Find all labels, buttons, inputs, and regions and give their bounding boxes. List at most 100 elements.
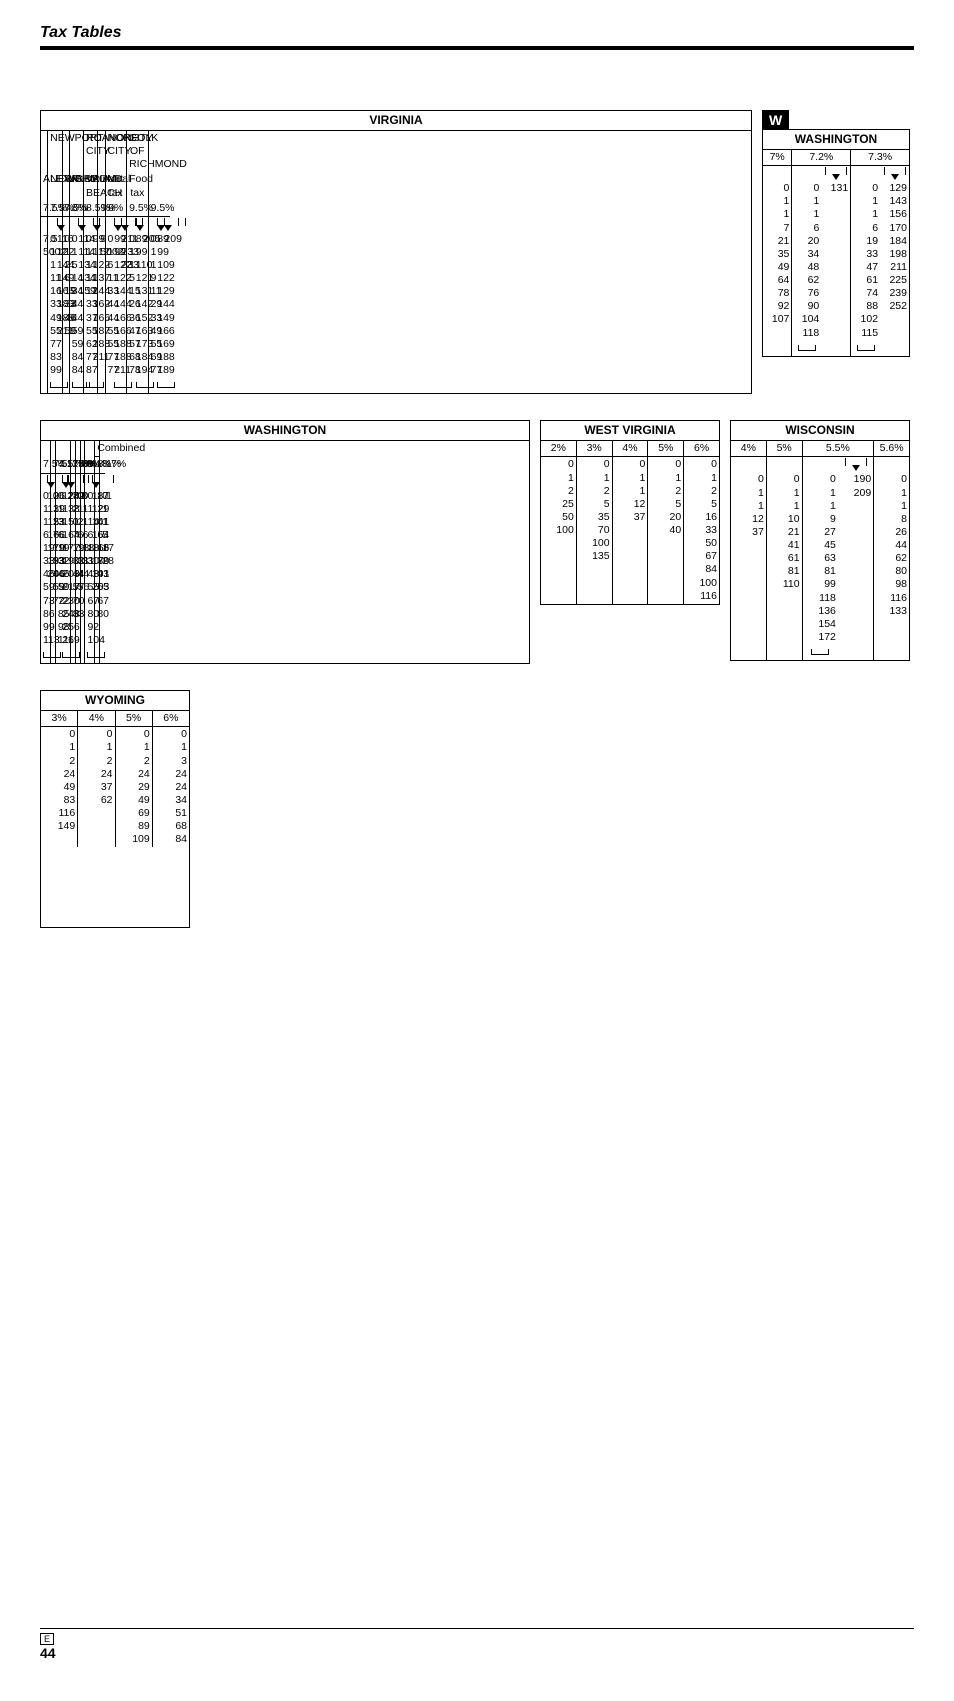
arrow [851, 166, 880, 182]
wyoming-table: WYOMING 3% 4% 5% 6% 0 1 2 24 49 83 116 1… [40, 690, 190, 928]
pct: 5.6% [874, 441, 910, 457]
pct: 5% [648, 441, 684, 457]
arrow [141, 216, 148, 232]
arrow [65, 473, 70, 489]
pct: 5% [115, 711, 152, 727]
data-col: 190 209 [838, 472, 874, 645]
pct: 3% [576, 441, 612, 457]
arrow [76, 216, 83, 232]
col-hdr: NEWPORT [48, 131, 62, 173]
virginia-title: VIRGINIA [41, 111, 752, 131]
bracket [48, 378, 55, 394]
arrow [731, 457, 767, 473]
data-col: 0 1 1 8 26 44 62 80 98 116 133 [874, 472, 910, 645]
pct: 7.5% [41, 457, 51, 473]
arrow [821, 166, 850, 182]
arrow [880, 166, 909, 182]
footer-rule [40, 1628, 914, 1629]
padding [41, 847, 190, 927]
west-virginia-title: WEST VIRGINIA [541, 421, 720, 441]
data-col: 0 1 3 24 24 34 51 68 84 [152, 727, 189, 848]
wisconsin-title: WISCONSIN [731, 421, 910, 441]
washington-small-title: WASHINGTON [763, 130, 910, 150]
arrow [112, 216, 119, 232]
data-col: 0 1 2 5 20 40 [648, 457, 684, 604]
data-col: 0 1 1 7 21 35 49 64 78 92 107 [763, 181, 792, 341]
e-box-icon: E [40, 1633, 54, 1645]
pct: 6% [684, 441, 720, 457]
arrow [41, 216, 48, 232]
page-header: Tax Tables [40, 24, 914, 50]
bracket [838, 645, 874, 661]
pct: 8% [69, 201, 83, 217]
data-col: 0 1 1 10 21 41 61 81 110 [766, 472, 802, 645]
bracket [69, 378, 76, 394]
data-col: 0 1 2 5 35 70 100 135 [576, 457, 612, 604]
pct: 4% [78, 711, 115, 727]
pct: 5% [766, 441, 802, 457]
bracket [41, 378, 48, 394]
bracket [763, 341, 792, 357]
data-col: 99 99 122 122 144 144 166 166 188 188 21… [112, 232, 119, 378]
washington-big-title: WASHINGTON [41, 421, 530, 441]
bracket [802, 645, 838, 661]
col-hdr [41, 131, 48, 173]
data-col: 0 1 2 25 50 100 [541, 457, 577, 604]
col-sub: Food tax [127, 172, 149, 200]
bracket [766, 645, 802, 661]
washington-big-table: WASHINGTON Combined 7.5% 7.55% 4.125% 7.… [40, 420, 530, 664]
col-hdr: CITY OF RICHMOND [127, 131, 149, 173]
data-col: 0 1 1 9 27 45 63 81 99 118 136 154 172 [802, 472, 838, 645]
bracket [792, 341, 821, 357]
col-sub: Restaurant [69, 172, 83, 200]
data-col: 129 143 156 170 184 198 211 225 239 252 [880, 181, 909, 341]
arrow [119, 216, 126, 232]
col-sub: VA BEACH [84, 172, 98, 200]
pct: 7.5% [41, 201, 48, 217]
arrow [874, 457, 910, 473]
bracket [41, 648, 46, 664]
bracket [85, 648, 90, 664]
arrow [62, 216, 69, 232]
arrow [55, 216, 62, 232]
virginia-table: VIRGINIA NEWPORT ROANOKE CITY NORFOLK CI… [40, 110, 752, 394]
col-hdr: ROANOKE CITY [84, 131, 98, 173]
data-col: 89 99 109 122 129 144 149 166 169 188 18… [155, 232, 162, 378]
data-col: 0 1 1 6 20 34 48 62 76 90 104 118 [792, 181, 821, 341]
arrow [91, 216, 98, 232]
arrow [766, 457, 802, 473]
bracket [155, 378, 162, 394]
west-virginia-table: WEST VIRGINIA 2% 3% 4% 5% 6% 0 1 2 25 50… [540, 420, 720, 605]
washington-small-table: WASHINGTON 7% 7.2% 7.3% 0 1 1 7 21 35 49… [762, 129, 910, 357]
wyoming-title: WYOMING [41, 691, 190, 711]
bracket [105, 378, 112, 394]
pct: Combined [95, 441, 100, 457]
pct: 9.5% [148, 201, 170, 217]
bracket [880, 341, 909, 357]
pct [41, 441, 51, 457]
data-col: 0 1 1 12 37 [612, 457, 648, 604]
arrow [90, 473, 95, 489]
arrow [98, 216, 105, 232]
washington-small-wrap: W WASHINGTON 7% 7.2% 7.3% 0 1 1 7 21 35 … [762, 110, 910, 357]
arrow [134, 216, 141, 232]
pct: 2% [541, 441, 577, 457]
arrow [802, 457, 838, 473]
bracket [821, 341, 850, 357]
row-1: VIRGINIA NEWPORT ROANOKE CITY NORFOLK CI… [40, 110, 914, 394]
title-rule [40, 46, 914, 50]
data-col: 0 1 2 5 16 33 50 67 84 100 116 [684, 457, 720, 604]
arrow [45, 473, 50, 489]
arrow [792, 166, 821, 182]
pct: 7.2% [792, 150, 851, 166]
bracket [874, 645, 910, 661]
arrow [155, 216, 162, 232]
pct: 4% [731, 441, 767, 457]
wisconsin-table: WISCONSIN 4% 5% 5.5% 5.6% 0 1 1 12 37 0 … [730, 420, 910, 661]
col-sub: NEWS [48, 172, 62, 200]
pct [85, 441, 95, 457]
arrow [838, 457, 874, 473]
pct: 9% [105, 201, 127, 217]
col-hdr: NORFOLK CITY [105, 131, 127, 173]
arrow [763, 166, 792, 182]
